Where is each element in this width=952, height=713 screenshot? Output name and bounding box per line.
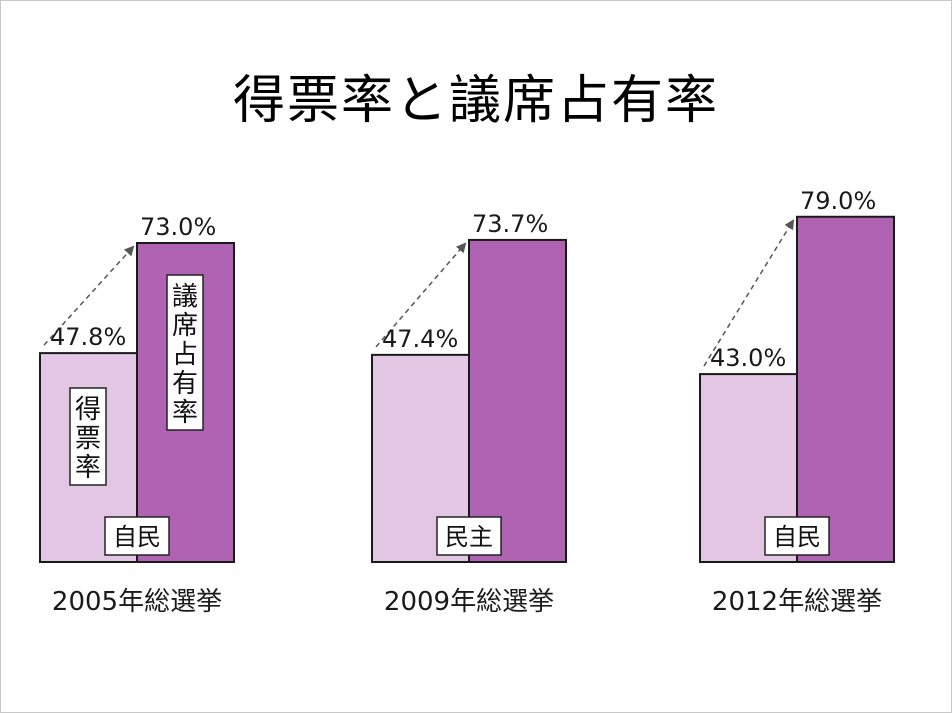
vote-share-label: 47.8% [50,323,126,351]
election-caption: 2012年総選挙 [712,587,882,617]
dashed-arrow [375,242,467,348]
party-tag: 自民 [113,523,161,551]
election-caption: 2009年総選挙 [384,587,554,617]
dashed-arrow [43,245,135,346]
seat-share-label: 79.0% [800,187,876,215]
party-tag: 自民 [773,523,821,551]
seat-share-vertical-tag-box [166,274,204,431]
vote-share-label: 43.0% [710,344,786,372]
seat-share-bar [796,215,895,564]
vote-share-label: 47.4% [382,325,458,353]
election-caption: 2005年総選挙 [52,587,222,617]
seat-share-bar [468,238,567,563]
party-tag-box [436,516,502,556]
seat-share-vertical-tag: 議席占有率 [172,282,198,428]
seat-share-label: 73.7% [472,210,548,238]
slide-title: 得票率と議席占有率 [232,71,719,131]
vote-share-vertical-tag: 得票率 [75,395,101,483]
party-tag: 民主 [445,523,493,551]
party-tag-box [104,516,170,556]
seat-share-label: 73.0% [140,213,216,241]
vote-share-vertical-tag-box [69,387,107,486]
party-tag-box [764,516,830,556]
dashed-arrow [703,219,795,367]
